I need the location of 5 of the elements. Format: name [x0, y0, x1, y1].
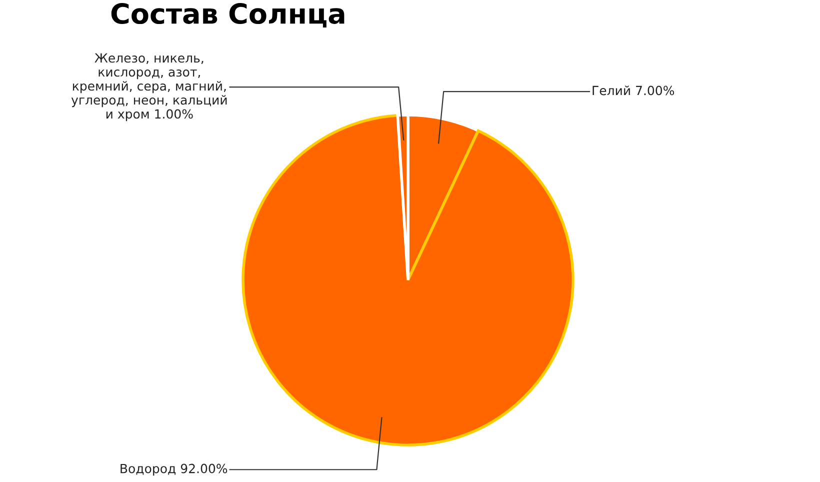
slice-label: Железо, никель, кислород, азот, кремний, сера, магний, углерод, неон, кальций и хром 1.00% — [71, 53, 227, 122]
chart-title: Состав Солнца — [111, 3, 344, 28]
slice-label: Водород 92.00% — [120, 464, 228, 476]
slice-label: Гелий 7.00% — [592, 86, 674, 96]
pie-slice — [242, 114, 574, 446]
